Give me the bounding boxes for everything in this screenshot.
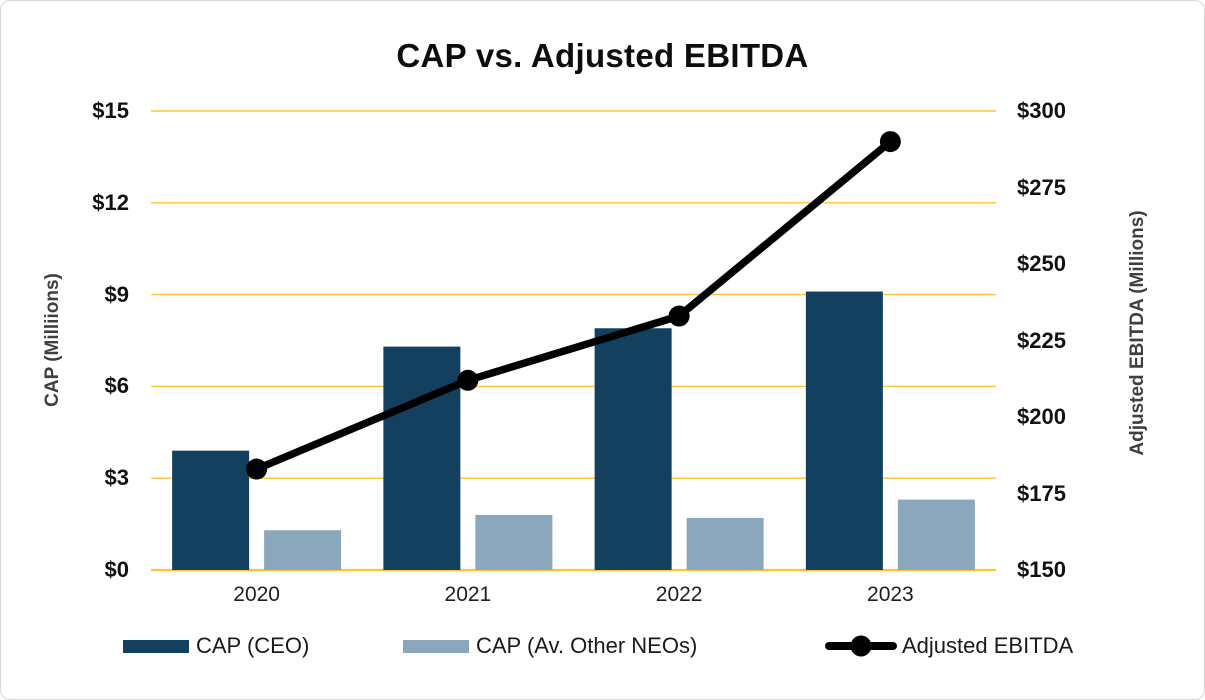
x-axis-label-2020: 2020	[233, 583, 280, 606]
right-tick-label: $275	[1017, 174, 1066, 200]
left-tick-label: $6	[104, 373, 129, 399]
right-tick-label: $150	[1017, 557, 1066, 582]
x-axis-label-2021: 2021	[444, 583, 492, 606]
bar-cap-ceo--2023	[805, 291, 883, 570]
right-tick-label: $300	[1017, 98, 1066, 123]
legend: CAP (CEO) CAP (Av. Other NEOs) Adjusted …	[1, 631, 1204, 665]
left-tick-label: $3	[104, 465, 129, 491]
adjusted-ebitda-line	[255, 138, 893, 473]
right-tick-label: $250	[1017, 251, 1066, 276]
right-axis-title: Adjusted EBITDA (Millions)	[1127, 210, 1148, 456]
legend-label-adjusted-ebitda: Adjusted EBITDA	[902, 633, 1074, 658]
left-tick-label: $9	[104, 281, 129, 307]
ebitda-marker-2023	[879, 131, 901, 153]
left-tick-label: $12	[92, 189, 129, 215]
right-tick-label: $175	[1017, 480, 1066, 506]
legend-label-cap-neos: CAP (Av. Other NEOs)	[476, 633, 698, 658]
bar-cap-ceo--2021	[383, 346, 461, 570]
legend-item-cap-neos: CAP (Av. Other NEOs)	[403, 631, 697, 661]
bar-cap-av-other-neos--2023	[897, 499, 975, 570]
bar-cap-av-other-neos--2022	[686, 517, 764, 570]
chart-title: CAP vs. Adjusted EBITDA	[396, 37, 809, 74]
ebitda-marker-2020	[246, 458, 268, 480]
right-tick-label: $225	[1017, 327, 1066, 353]
bar-cap-ceo--2020	[172, 450, 250, 570]
cap-neos-swatch-icon	[403, 639, 469, 653]
cap-ceo-swatch-icon	[123, 639, 189, 653]
bar-cap-av-other-neos--2021	[475, 514, 553, 570]
x-axis-label-2023: 2023	[867, 583, 914, 606]
bar-cap-av-other-neos--2020	[264, 530, 342, 570]
adjusted-ebitda-line-icon	[825, 635, 897, 657]
x-axis-label-2022: 2022	[655, 583, 703, 606]
ebitda-marker-2021	[457, 369, 479, 391]
legend-item-adjusted-ebitda: Adjusted EBITDA	[823, 631, 1073, 661]
left-tick-label: $0	[104, 557, 129, 582]
legend-label-cap-ceo: CAP (CEO)	[196, 633, 310, 658]
ebitda-marker-2022	[668, 305, 690, 327]
legend-item-cap-ceo: CAP (CEO)	[123, 631, 309, 661]
right-tick-label: $200	[1017, 404, 1066, 429]
bar-cap-ceo--2022	[594, 328, 672, 570]
left-tick-label: $15	[92, 98, 129, 123]
